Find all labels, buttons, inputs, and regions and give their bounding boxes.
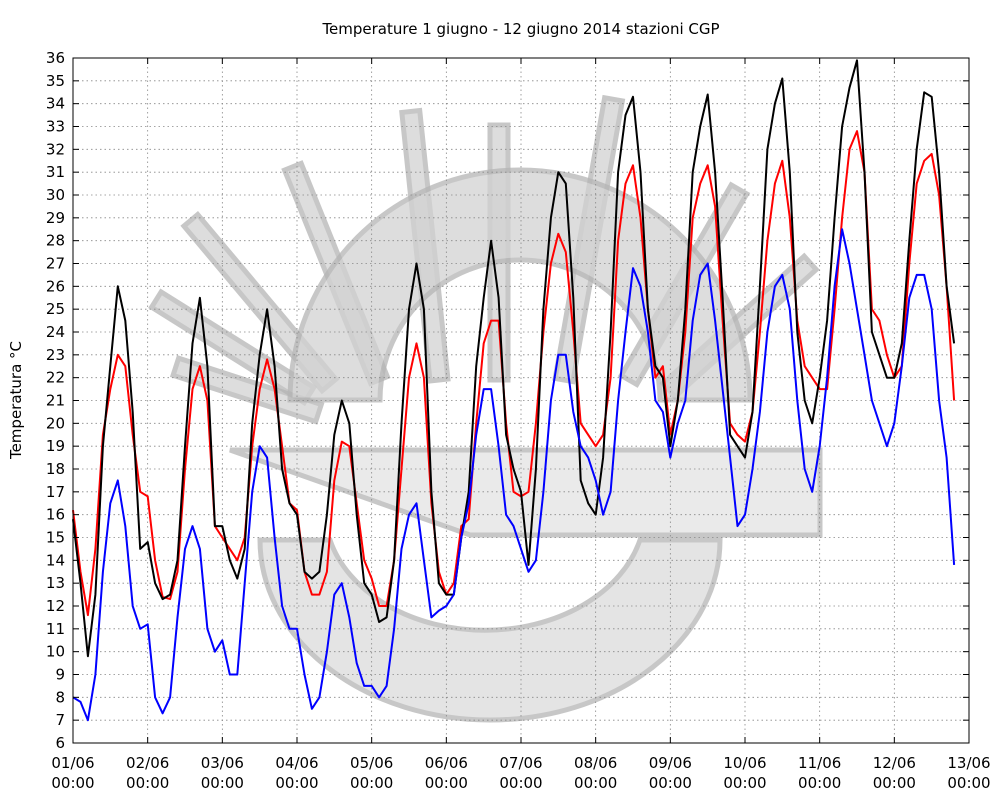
x-tick-date-label: 02/06 — [126, 754, 169, 772]
x-axis-ticks: 01/06 00:00 02/06 00:00 03/06 00:00 04/06 00:00… — [51, 58, 991, 792]
y-tick-label: 32 — [46, 140, 65, 158]
x-tick-date-label: 03/06 — [201, 754, 244, 772]
y-tick-label: 18 — [46, 460, 65, 478]
y-tick-label: 33 — [46, 118, 65, 136]
cgp-logo-watermark — [148, 94, 823, 723]
x-tick-time-label: 00:00 — [947, 774, 990, 792]
y-tick-label: 15 — [46, 529, 65, 547]
y-tick-label: 9 — [55, 666, 65, 684]
x-tick-date-label: 12/06 — [873, 754, 916, 772]
x-tick-date-label: 10/06 — [723, 754, 766, 772]
x-tick-date-label: 04/06 — [275, 754, 318, 772]
x-tick-time-label: 00:00 — [275, 774, 318, 792]
y-tick-label: 22 — [46, 369, 65, 387]
x-tick-date-label: 13/06 — [947, 754, 990, 772]
y-tick-label: 13 — [46, 574, 65, 592]
x-tick-time-label: 00:00 — [126, 774, 169, 792]
y-tick-label: 30 — [46, 186, 65, 204]
x-tick-time-label: 00:00 — [723, 774, 766, 792]
y-tick-label: 23 — [46, 346, 65, 364]
x-tick-time-label: 00:00 — [873, 774, 916, 792]
y-tick-label: 34 — [46, 95, 65, 113]
y-tick-label: 26 — [46, 277, 65, 295]
x-tick-time-label: 00:00 — [649, 774, 692, 792]
y-tick-label: 28 — [46, 232, 65, 250]
y-tick-label: 6 — [55, 734, 65, 752]
y-tick-label: 7 — [55, 711, 65, 729]
x-tick-date-label: 07/06 — [499, 754, 542, 772]
y-tick-label: 24 — [46, 323, 65, 341]
y-tick-label: 25 — [46, 300, 65, 318]
series-line-0 — [72, 130, 956, 617]
y-tick-label: 35 — [46, 72, 65, 90]
x-tick-time-label: 00:00 — [350, 774, 393, 792]
x-tick-date-label: 09/06 — [649, 754, 692, 772]
y-tick-label: 8 — [55, 688, 65, 706]
x-tick-time-label: 00:00 — [51, 774, 94, 792]
series-line-2 — [72, 228, 956, 722]
y-axis-label: Temperatura °C — [7, 341, 25, 460]
x-tick-time-label: 00:00 — [798, 774, 841, 792]
x-tick-time-label: 00:00 — [201, 774, 244, 792]
y-tick-label: 14 — [46, 551, 65, 569]
x-tick-date-label: 05/06 — [350, 754, 393, 772]
x-tick-date-label: 01/06 — [51, 754, 94, 772]
y-tick-label: 21 — [46, 392, 65, 410]
y-tick-label: 12 — [46, 597, 65, 615]
y-axis-ticks: 6 7 8 9 10 11 12 13 14 15 16 17 18 19 20 21 22 23 24 25 26 27… — [46, 49, 969, 752]
chart-title: Temperature 1 giugno - 12 giugno 2014 st… — [321, 20, 719, 38]
y-tick-label: 11 — [46, 620, 65, 638]
y-tick-label: 10 — [46, 643, 65, 661]
series-line-1 — [72, 59, 956, 658]
y-tick-label: 17 — [46, 483, 65, 501]
series-lines — [72, 59, 956, 722]
y-tick-label: 19 — [46, 437, 65, 455]
y-tick-label: 27 — [46, 255, 65, 273]
x-tick-time-label: 00:00 — [574, 774, 617, 792]
x-tick-date-label: 08/06 — [574, 754, 617, 772]
x-tick-date-label: 11/06 — [798, 754, 841, 772]
x-tick-time-label: 00:00 — [499, 774, 542, 792]
y-tick-label: 31 — [46, 163, 65, 181]
y-tick-label: 16 — [46, 506, 65, 524]
x-tick-date-label: 06/06 — [425, 754, 468, 772]
y-tick-label: 29 — [46, 209, 65, 227]
y-tick-label: 20 — [46, 414, 65, 432]
y-tick-label: 36 — [46, 49, 65, 67]
x-tick-time-label: 00:00 — [425, 774, 468, 792]
